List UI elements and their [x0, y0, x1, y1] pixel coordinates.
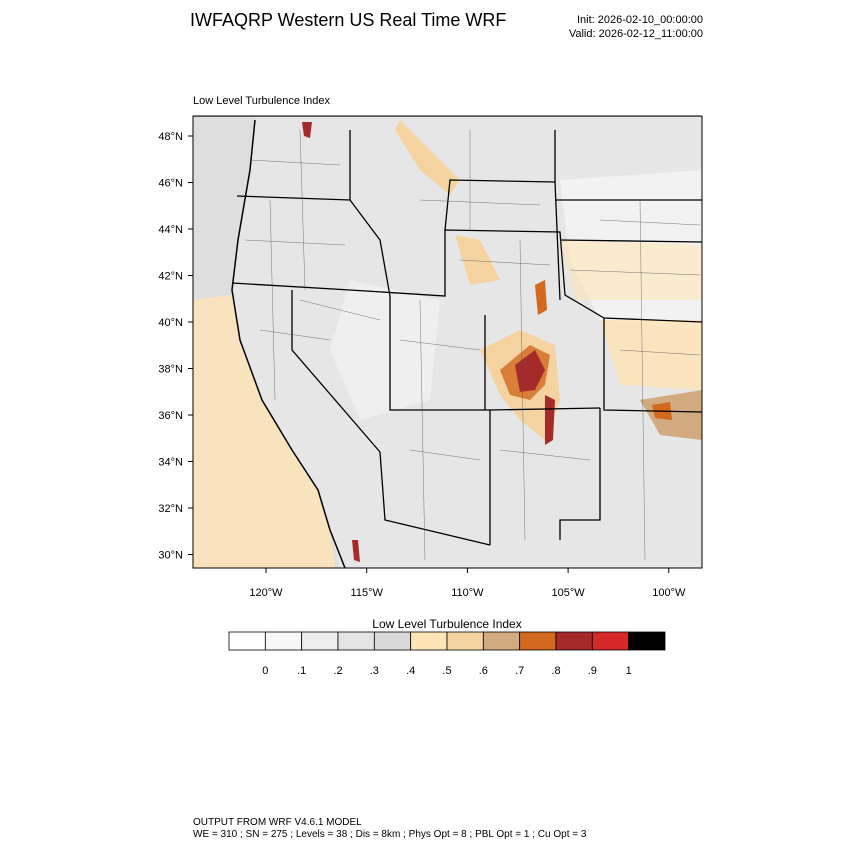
colorbar-box: [301, 631, 339, 651]
map-field: [193, 116, 702, 568]
axes: 48°N 46°N 44°N 42°N 40°N 38°N 36°N 34°N 32°N 30°N…: [158, 131, 686, 599]
lat-label: 38°N: [158, 364, 183, 376]
colorbar-title: Low Level Turbulence Index: [372, 617, 521, 631]
footer-line: WE = 310 ; SN = 275 ; Levels = 38 ; Dis …: [193, 829, 587, 840]
valid-time: Valid: 2026-02-12_11:00:00: [569, 28, 703, 40]
lon-label: 110°W: [451, 587, 484, 599]
colorbar-label: .1: [297, 665, 306, 677]
colorbar-label: .7: [515, 665, 524, 677]
lon-label: 115°W: [351, 587, 384, 599]
colorbar-box: [628, 631, 666, 651]
lat-label: 46°N: [158, 178, 183, 190]
colorbar-label: .2: [333, 665, 342, 677]
colorbar-label: .6: [479, 665, 488, 677]
footer-line: OUTPUT FROM WRF V4.6.1 MODEL: [193, 817, 362, 828]
colorbar-label: .5: [442, 665, 451, 677]
lat-label: 42°N: [158, 271, 183, 283]
lon-label: 120°W: [249, 587, 283, 599]
lon-label: 100°W: [652, 587, 686, 599]
lat-label: 40°N: [158, 317, 183, 329]
colorbar-box: [373, 631, 412, 651]
map-frame: [192, 115, 703, 569]
init-time: Init: 2026-02-10_00:00:00: [577, 14, 703, 26]
colorbar: 0 .1 .2 .3 .4 .5 .6 .7 .8 .9 1: [228, 631, 666, 677]
colorbar-box: [228, 631, 266, 651]
title: IWFAQRP Western US Real Time WRF: [190, 10, 506, 30]
colorbar-label: .9: [588, 665, 597, 677]
colorbar-label: .8: [551, 665, 560, 677]
lat-label: 48°N: [158, 131, 183, 143]
map-subtitle: Low Level Turbulence Index: [193, 95, 330, 107]
lat-label: 34°N: [158, 457, 183, 469]
colorbar-box: [410, 631, 448, 651]
colorbar-box: [337, 631, 375, 651]
lon-label: 105°W: [552, 587, 586, 599]
colorbar-box: [446, 631, 484, 651]
colorbar-box: [591, 631, 630, 651]
lat-label: 32°N: [158, 503, 183, 515]
colorbar-label: .3: [370, 665, 379, 677]
colorbar-label: 1: [626, 665, 632, 677]
lat-label: 30°N: [158, 550, 183, 562]
colorbar-label: .4: [406, 665, 415, 677]
colorbar-box: [555, 631, 593, 651]
colorbar-box: [519, 631, 557, 651]
lat-label: 44°N: [158, 224, 183, 236]
colorbar-box: [264, 631, 303, 651]
colorbar-box: [482, 631, 521, 651]
colorbar-label: 0: [262, 665, 268, 677]
lat-label: 36°N: [158, 410, 183, 422]
